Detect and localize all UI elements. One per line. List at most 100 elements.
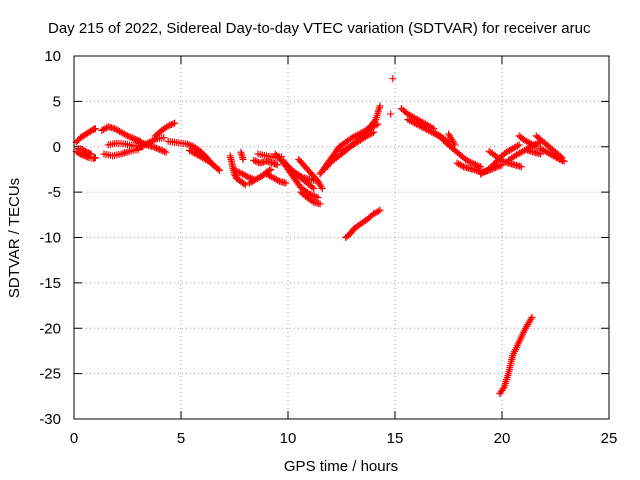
y-tick-labels: -30 -25 -20 -15 -10 -5 0 5 10	[39, 48, 61, 428]
data-point	[231, 166, 238, 174]
data-point	[559, 157, 567, 165]
data-point	[308, 183, 316, 191]
series-arc-26	[338, 128, 378, 155]
y-tick-label: -5	[48, 184, 61, 201]
data-point	[273, 161, 281, 169]
data-point	[468, 159, 476, 167]
series-arc-39	[515, 132, 540, 151]
data-point	[125, 133, 133, 141]
data-point	[495, 162, 503, 170]
data-point	[312, 193, 320, 201]
y-axis-label: SDTVAR / TECUs	[6, 178, 23, 298]
data-point	[311, 192, 319, 200]
data-point	[374, 207, 382, 215]
data-point	[150, 136, 158, 144]
data-point	[232, 167, 240, 175]
x-tick-labels: 0 5 10 15 20 25	[70, 430, 618, 447]
data-point	[87, 150, 95, 158]
data-point	[473, 161, 481, 169]
data-point	[234, 168, 242, 176]
data-point	[560, 157, 568, 165]
data-point	[240, 180, 248, 188]
data-point	[251, 157, 259, 165]
series-arc-23	[297, 188, 324, 208]
series-arc-11	[186, 146, 224, 174]
data-point	[267, 165, 275, 173]
data-point	[272, 160, 280, 168]
data-point	[164, 122, 172, 130]
series-arc-41	[537, 145, 568, 165]
data-point	[466, 158, 474, 166]
data-point	[297, 173, 305, 181]
data-point	[169, 120, 177, 128]
data-point	[274, 176, 282, 184]
data-point	[376, 102, 384, 110]
x-tick-label: 20	[494, 430, 511, 447]
data-point	[314, 194, 322, 202]
data-point	[316, 200, 324, 208]
data-point	[130, 135, 138, 143]
data-point	[532, 143, 540, 151]
data-point	[368, 129, 376, 137]
data-point	[84, 153, 92, 161]
series-arc-37	[496, 313, 536, 398]
series-arc-18	[263, 170, 290, 187]
series-arc-14	[237, 148, 247, 163]
series-arc-15	[245, 165, 275, 187]
data-point	[310, 184, 318, 192]
data-point	[133, 137, 141, 145]
data-point	[152, 144, 160, 152]
data-point	[308, 197, 316, 205]
data-point	[242, 172, 250, 180]
data-point	[370, 128, 378, 136]
data-point	[124, 132, 131, 140]
data-point	[231, 171, 239, 179]
data-point	[216, 166, 224, 174]
data-point	[241, 181, 249, 189]
series-arc-42	[524, 146, 545, 158]
data-point	[243, 173, 251, 181]
data-point	[101, 125, 109, 133]
data-point	[253, 158, 261, 166]
data-point	[528, 313, 536, 321]
data-point	[307, 191, 315, 199]
data-point	[475, 162, 483, 170]
y-tick-label: -10	[39, 230, 61, 247]
y-tick-label: 0	[53, 139, 61, 156]
x-tick-label: 15	[387, 430, 404, 447]
data-point	[160, 134, 168, 142]
data-point	[389, 75, 397, 83]
data-point	[91, 154, 99, 162]
x-tick-label: 0	[70, 430, 78, 447]
x-tick-label: 10	[280, 430, 297, 447]
data-point	[187, 141, 195, 149]
data-point	[151, 143, 159, 151]
series-arc-29	[387, 110, 395, 118]
data-point	[122, 131, 130, 139]
data-point	[517, 163, 525, 171]
y-tick-label: -20	[39, 320, 61, 337]
y-tick-label: -25	[39, 366, 61, 383]
data-point	[458, 162, 466, 170]
series-arc-02	[72, 147, 99, 163]
data-point	[147, 137, 155, 145]
x-tick-label: 5	[177, 430, 185, 447]
data-point	[156, 145, 164, 153]
data-point	[149, 137, 157, 145]
series-arc-22	[295, 155, 326, 192]
data-point	[282, 179, 290, 187]
data-point	[149, 143, 157, 151]
data-point	[451, 141, 459, 149]
data-point	[499, 385, 507, 393]
plot-border	[73, 55, 610, 420]
x-axis-label: GPS time / hours	[284, 458, 398, 475]
series-arc-08	[134, 134, 168, 153]
data-point	[145, 138, 153, 146]
data-point	[159, 147, 167, 155]
data-point	[376, 206, 384, 214]
series-arc-33	[445, 130, 459, 149]
data-point	[166, 121, 174, 129]
data-point	[135, 138, 143, 146]
data-point	[183, 140, 191, 148]
